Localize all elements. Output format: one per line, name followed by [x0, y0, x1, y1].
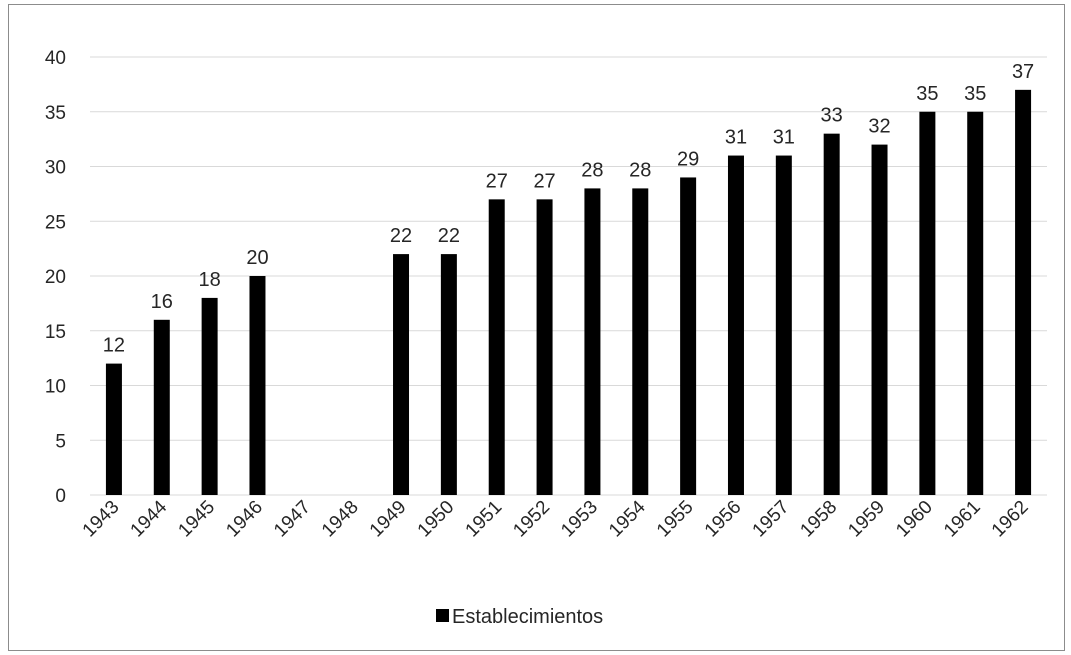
x-tick-label-1961: 1961 — [940, 497, 985, 542]
bar-1960 — [919, 111, 936, 495]
y-tick-label: 0 — [55, 486, 66, 507]
x-tick-label-1953: 1953 — [557, 497, 602, 542]
bar-1945 — [201, 297, 218, 495]
data-labels: 12 16 18 20 22 22 27 27 28 28 29 31 31 33 32 35 35 37 — [103, 61, 1034, 357]
bar-1954 — [632, 188, 649, 495]
x-tick-label-1948: 1948 — [318, 497, 363, 542]
bar-1951 — [488, 199, 505, 495]
bar-1950 — [440, 254, 457, 495]
legend-label: Establecimientos — [452, 606, 603, 628]
y-tick-label: 15 — [45, 322, 66, 343]
data-label-1943: 12 — [103, 335, 125, 357]
data-label-1958: 33 — [821, 105, 843, 127]
legend: Establecimientos — [436, 606, 603, 628]
x-tick-label-1944: 1944 — [127, 496, 172, 541]
data-label-1951: 27 — [486, 170, 508, 192]
legend-swatch — [436, 609, 449, 622]
bar-1961 — [967, 111, 984, 495]
data-label-1959: 32 — [868, 116, 890, 138]
x-tick-label-1943: 1943 — [79, 497, 124, 542]
data-label-1950: 22 — [438, 225, 460, 247]
x-tick-label-1955: 1955 — [653, 497, 698, 542]
bar-1955 — [680, 177, 697, 495]
data-label-1946: 20 — [246, 247, 268, 269]
bar-1952 — [536, 199, 553, 495]
y-tick-label: 30 — [45, 158, 66, 179]
bar-1962 — [1015, 89, 1032, 495]
bar-1944 — [153, 319, 170, 495]
x-tick-label-1945: 1945 — [174, 497, 219, 542]
data-label-1955: 29 — [677, 148, 699, 170]
y-tick-label: 20 — [45, 267, 66, 288]
data-label-1956: 31 — [725, 127, 747, 149]
y-tick-label: 5 — [55, 431, 66, 452]
x-tick-label-1959: 1959 — [844, 497, 889, 542]
data-label-1945: 18 — [199, 269, 221, 291]
y-axis-ticks: 0 5 10 15 20 25 30 35 40 — [45, 48, 66, 507]
y-tick-label: 25 — [45, 212, 66, 233]
x-tick-label-1956: 1956 — [701, 497, 746, 542]
x-tick-label-1947: 1947 — [270, 497, 315, 542]
data-label-1960: 35 — [916, 83, 938, 105]
gridlines — [90, 56, 1047, 441]
x-tick-label-1960: 1960 — [892, 497, 937, 542]
x-tick-label-1957: 1957 — [749, 497, 794, 542]
x-tick-label-1952: 1952 — [509, 497, 554, 542]
x-tick-label-1949: 1949 — [366, 497, 411, 542]
bars — [105, 89, 1032, 496]
x-tick-label-1946: 1946 — [222, 497, 267, 542]
bar-1956 — [727, 155, 744, 496]
y-tick-label: 40 — [45, 48, 66, 69]
data-label-1957: 31 — [773, 127, 795, 149]
x-tick-label-1951: 1951 — [462, 497, 507, 542]
bar-1949 — [393, 254, 410, 495]
x-axis-ticks: 1943 1944 1945 1946 1947 1948 1949 1950 1951 1952… — [79, 496, 1033, 541]
bar-1953 — [584, 188, 601, 495]
x-tick-label-1954: 1954 — [605, 496, 650, 541]
bar-1943 — [105, 363, 122, 495]
x-tick-label-1962: 1962 — [988, 497, 1033, 542]
data-label-1961: 35 — [964, 83, 986, 105]
data-label-1952: 27 — [533, 170, 555, 192]
bar-1946 — [249, 276, 266, 495]
data-label-1944: 16 — [151, 291, 173, 313]
bar-1958 — [823, 133, 840, 495]
y-tick-label: 35 — [45, 103, 66, 124]
bar-1957 — [775, 155, 792, 496]
data-label-1954: 28 — [629, 159, 651, 181]
data-label-1953: 28 — [581, 159, 603, 181]
bar-1959 — [871, 144, 888, 495]
x-tick-label-1958: 1958 — [796, 497, 841, 542]
x-tick-label-1950: 1950 — [414, 497, 459, 542]
y-tick-label: 10 — [45, 377, 66, 398]
data-label-1949: 22 — [390, 225, 412, 247]
data-label-1962: 37 — [1012, 61, 1034, 83]
